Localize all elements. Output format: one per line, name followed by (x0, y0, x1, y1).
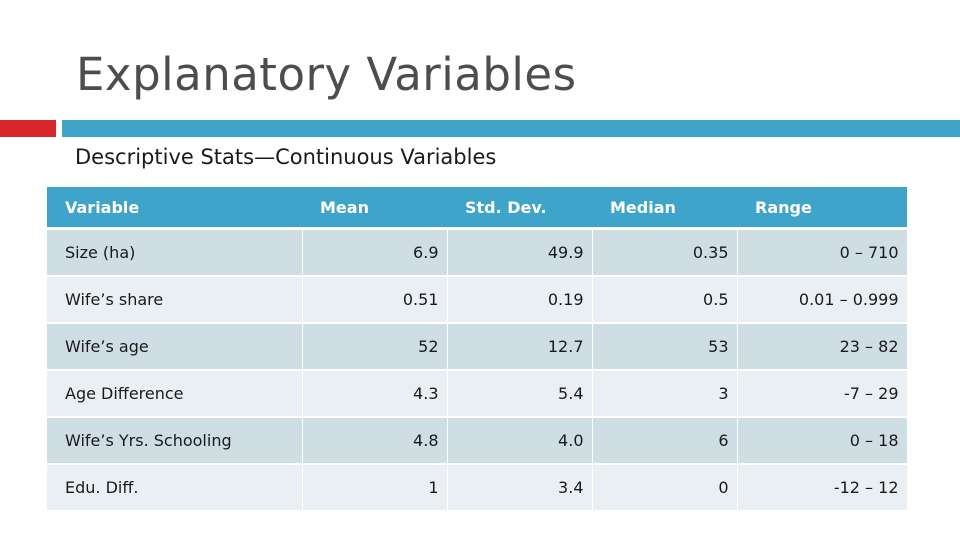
cell-range: 0.01 – 0.999 (737, 276, 908, 324)
cell-std-dev: 12.7 (447, 323, 593, 371)
cell-mean: 1 (302, 464, 448, 512)
title-accent-teal-bar (62, 120, 960, 137)
header-std-dev: Std. Dev. (447, 187, 592, 230)
table-row: Wife’s share 0.51 0.19 0.5 0.01 – 0.999 (47, 276, 908, 324)
cell-std-dev: 49.9 (447, 228, 593, 277)
table-row: Size (ha) 6.9 49.9 0.35 0 – 710 (47, 228, 908, 277)
header-range: Range (737, 187, 907, 230)
cell-median: 53 (592, 323, 738, 371)
table-row: Wife’s age 52 12.7 53 23 – 82 (47, 323, 908, 371)
cell-median: 0 (592, 464, 738, 512)
cell-mean: 4.3 (302, 370, 448, 418)
cell-range: 0 – 710 (737, 228, 908, 277)
cell-std-dev: 0.19 (447, 276, 593, 324)
header-mean: Mean (302, 187, 447, 230)
slide-subtitle: Descriptive Stats—Continuous Variables (75, 145, 497, 169)
cell-range: 0 – 18 (737, 417, 908, 465)
cell-std-dev: 4.0 (447, 417, 593, 465)
cell-range: -12 – 12 (737, 464, 908, 512)
table-header-row: Variable Mean Std. Dev. Median Range (47, 187, 907, 230)
cell-median: 6 (592, 417, 738, 465)
cell-std-dev: 5.4 (447, 370, 593, 418)
table-row: Edu. Diff. 1 3.4 0 -12 – 12 (47, 464, 908, 512)
table-row: Wife’s Yrs. Schooling 4.8 4.0 6 0 – 18 (47, 417, 908, 465)
cell-std-dev: 3.4 (447, 464, 593, 512)
cell-variable: Size (ha) (47, 228, 303, 277)
cell-variable: Age Difference (47, 370, 303, 418)
table-row: Age Difference 4.3 5.4 3 -7 – 29 (47, 370, 908, 418)
cell-mean: 0.51 (302, 276, 448, 324)
header-variable: Variable (47, 187, 302, 230)
cell-variable: Edu. Diff. (47, 464, 303, 512)
descriptive-stats-table: Variable Mean Std. Dev. Median Range Siz… (47, 187, 908, 512)
header-median: Median (592, 187, 737, 230)
cell-mean: 4.8 (302, 417, 448, 465)
cell-variable: Wife’s Yrs. Schooling (47, 417, 303, 465)
cell-median: 3 (592, 370, 738, 418)
cell-mean: 6.9 (302, 228, 448, 277)
cell-mean: 52 (302, 323, 448, 371)
cell-range: 23 – 82 (737, 323, 908, 371)
cell-median: 0.35 (592, 228, 738, 277)
cell-variable: Wife’s share (47, 276, 303, 324)
cell-variable: Wife’s age (47, 323, 303, 371)
cell-range: -7 – 29 (737, 370, 908, 418)
slide-title: Explanatory Variables (76, 48, 577, 101)
title-accent-red-bar (0, 120, 56, 137)
cell-median: 0.5 (592, 276, 738, 324)
